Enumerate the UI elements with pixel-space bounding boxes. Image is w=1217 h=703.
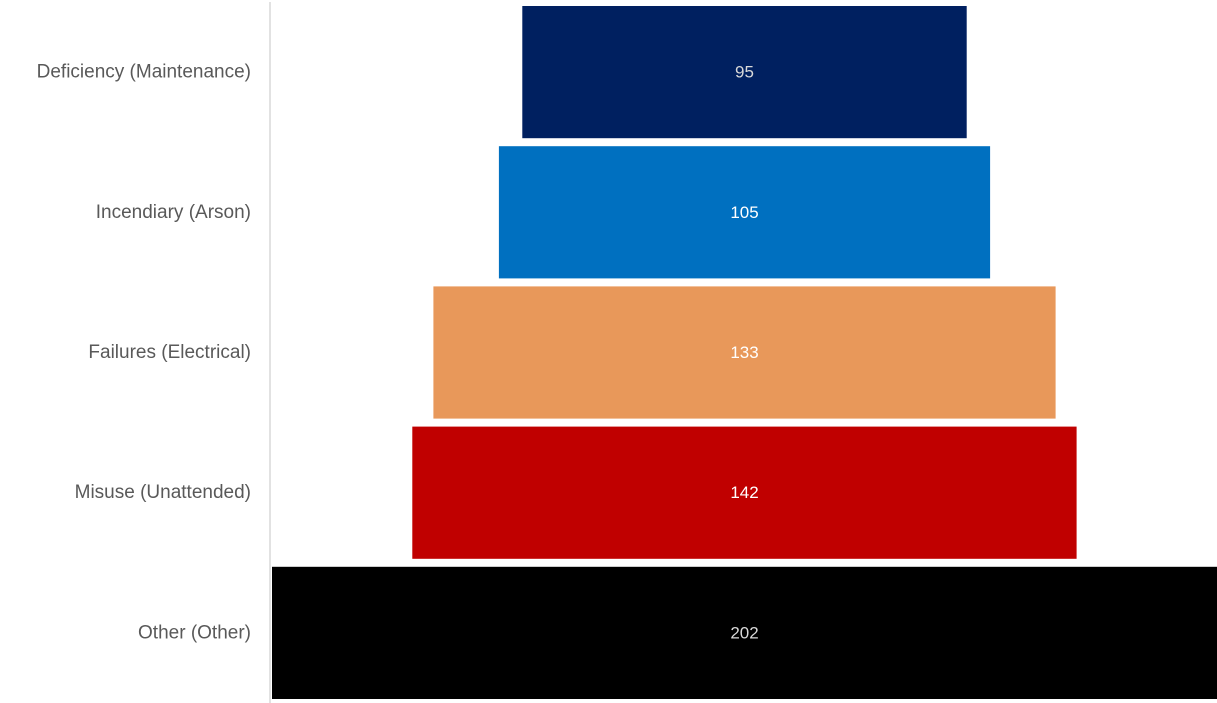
bar-deficiency-maintenance bbox=[522, 6, 967, 139]
bar-other-other bbox=[272, 566, 1217, 699]
category-labels: Deficiency (Maintenance) Incendiary (Arso… bbox=[37, 62, 251, 644]
category-label-deficiency-maintenance: Deficiency (Maintenance) bbox=[37, 62, 251, 83]
bar-incendiary-arson bbox=[498, 146, 991, 279]
category-label-failures-electrical: Failures (Electrical) bbox=[88, 342, 251, 363]
bar-failures-electrical bbox=[433, 286, 1056, 419]
category-label-incendiary-arson: Incendiary (Arson) bbox=[96, 202, 251, 223]
category-label-misuse-unattended: Misuse (Unattended) bbox=[75, 482, 251, 503]
value-label-failures-electrical: 133 bbox=[730, 343, 758, 362]
value-label-misuse-unattended: 142 bbox=[730, 483, 758, 502]
value-label-incendiary-arson: 105 bbox=[730, 203, 758, 222]
value-label-deficiency-maintenance: 95 bbox=[735, 63, 754, 82]
bar-misuse-unattended bbox=[412, 426, 1077, 559]
value-labels: 95 105 133 142 202 bbox=[730, 63, 758, 643]
category-label-other-other: Other (Other) bbox=[138, 622, 251, 643]
value-label-other-other: 202 bbox=[730, 623, 758, 642]
funnel-bars bbox=[272, 6, 1217, 699]
